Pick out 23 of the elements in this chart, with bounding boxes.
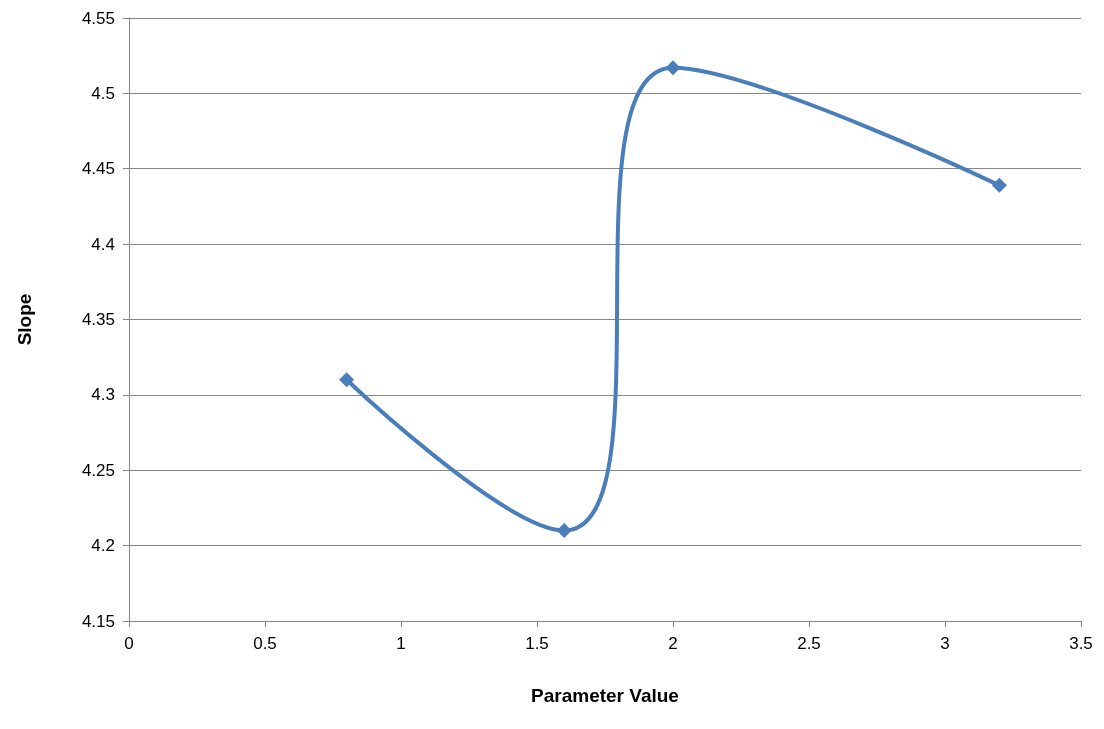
- point: [556, 523, 572, 539]
- x-tick-label: 0: [124, 634, 134, 653]
- point: [991, 177, 1007, 193]
- y-tick-label: 4.3: [91, 385, 115, 405]
- x-tick-label: 2: [668, 634, 678, 653]
- x-axis-title: Parameter Value: [531, 685, 679, 706]
- x-tick-label: 3.5: [1069, 634, 1093, 653]
- y-tick-label: 4.5: [91, 83, 115, 103]
- y-tick-label: 4.35: [81, 310, 115, 329]
- point: [665, 60, 681, 76]
- y-axis-title: Slope: [14, 293, 35, 346]
- x-tick-label: 0.5: [253, 634, 277, 653]
- y-tick-label: 4.4: [91, 234, 115, 254]
- y-tick-label: 4.45: [81, 159, 115, 179]
- x-tick-label: 1: [396, 634, 406, 653]
- x-tick-label: 2.5: [797, 634, 821, 653]
- y-tick-label: 4.55: [81, 8, 115, 28]
- x-tick-label: 1.5: [525, 634, 549, 653]
- y-tick-label: 4.25: [81, 460, 115, 480]
- y-tick-label: 4.2: [91, 536, 115, 556]
- x-tick-label: 3: [940, 634, 950, 653]
- y-tick-label: 4.15: [81, 611, 115, 631]
- point: [339, 372, 355, 388]
